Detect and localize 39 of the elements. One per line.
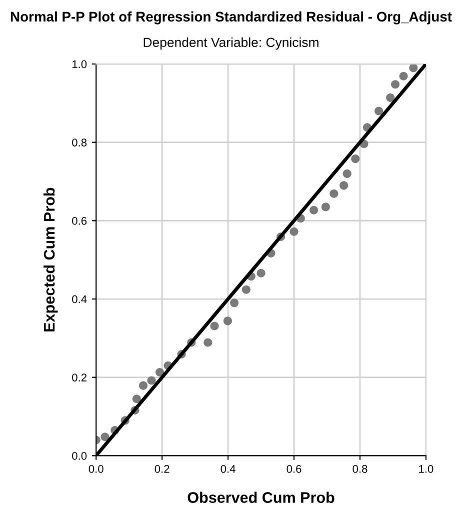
y-tick-label: 0.4: [72, 295, 87, 304]
x-tick-label: 0.8: [352, 465, 368, 473]
point: [210, 322, 219, 330]
point: [290, 227, 298, 236]
point: [100, 432, 110, 442]
point: [155, 368, 164, 377]
point: [132, 394, 141, 404]
point: [321, 202, 330, 212]
point: [230, 298, 239, 308]
point: [374, 106, 384, 116]
point: [342, 169, 352, 178]
y-tick-label: 0.2: [72, 374, 87, 382]
chart-title: Normal P-P Plot of Regression Standardized Residual - Org_Adjust: [10, 11, 452, 24]
y-tick-label: 0.6: [72, 216, 87, 225]
y-tick-label: 0.8: [72, 138, 87, 146]
point: [399, 72, 408, 80]
point: [147, 376, 156, 385]
point: [310, 206, 318, 214]
x-axis-title: Observed Cum Prob: [188, 492, 334, 503]
point: [204, 338, 212, 347]
point: [391, 80, 400, 89]
y-axis-title: Expected Cum Prob: [43, 188, 58, 332]
x-tick-label: 0.4: [220, 465, 236, 473]
point: [256, 268, 266, 278]
y-tick-label: 0.0: [72, 452, 87, 460]
x-tick-label: 0.2: [154, 465, 170, 473]
point: [330, 189, 338, 198]
x-tick-label: 1.0: [419, 465, 434, 473]
point: [409, 64, 418, 72]
x-tick-label: 0.0: [88, 465, 104, 473]
point: [351, 154, 360, 164]
x-tick-label: 0.6: [286, 465, 302, 473]
point: [223, 316, 232, 326]
chart-subtitle: Dependent Variable: Cynicism: [144, 37, 318, 50]
point: [242, 285, 250, 294]
point: [138, 381, 148, 390]
y-tick-label: 1.0: [72, 60, 87, 68]
point: [340, 181, 348, 190]
point: [386, 93, 395, 102]
